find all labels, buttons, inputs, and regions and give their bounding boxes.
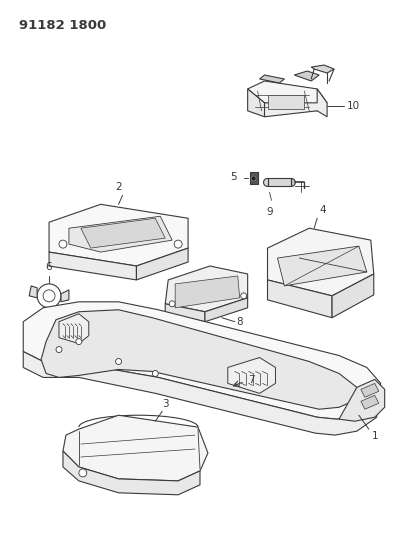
- Polygon shape: [332, 274, 374, 318]
- Polygon shape: [205, 298, 248, 322]
- Ellipse shape: [287, 179, 295, 187]
- Circle shape: [79, 469, 87, 477]
- Polygon shape: [268, 228, 374, 296]
- Polygon shape: [59, 314, 89, 344]
- Circle shape: [169, 301, 175, 307]
- Polygon shape: [41, 310, 357, 409]
- Text: 5: 5: [230, 173, 237, 182]
- Circle shape: [43, 290, 55, 302]
- Polygon shape: [81, 218, 165, 248]
- Polygon shape: [268, 280, 332, 318]
- Circle shape: [56, 346, 62, 352]
- Polygon shape: [339, 379, 385, 421]
- Text: 8: 8: [237, 317, 243, 327]
- Circle shape: [251, 176, 256, 181]
- Text: 10: 10: [347, 101, 360, 111]
- Circle shape: [76, 338, 82, 345]
- Polygon shape: [165, 266, 248, 312]
- Text: 7: 7: [248, 375, 254, 385]
- Polygon shape: [175, 276, 240, 308]
- Circle shape: [116, 359, 121, 365]
- Polygon shape: [137, 248, 188, 280]
- Polygon shape: [278, 246, 367, 286]
- Text: 9: 9: [266, 207, 273, 217]
- Circle shape: [174, 240, 182, 248]
- Text: 91182 1800: 91182 1800: [19, 19, 106, 33]
- Polygon shape: [264, 89, 327, 117]
- Polygon shape: [49, 252, 137, 280]
- Polygon shape: [23, 302, 381, 419]
- Ellipse shape: [264, 179, 272, 187]
- Polygon shape: [361, 383, 379, 397]
- Polygon shape: [361, 395, 379, 409]
- Text: 6: 6: [46, 262, 52, 272]
- Polygon shape: [29, 286, 37, 298]
- Circle shape: [241, 293, 247, 299]
- Polygon shape: [165, 304, 205, 322]
- Polygon shape: [228, 358, 276, 393]
- Polygon shape: [248, 89, 264, 117]
- Circle shape: [59, 240, 67, 248]
- Polygon shape: [248, 81, 327, 111]
- Polygon shape: [268, 95, 304, 109]
- Polygon shape: [23, 352, 377, 435]
- Circle shape: [37, 284, 61, 308]
- Polygon shape: [294, 71, 319, 81]
- Polygon shape: [63, 451, 200, 495]
- Polygon shape: [268, 179, 291, 187]
- Text: 2: 2: [115, 182, 122, 192]
- Polygon shape: [311, 65, 334, 73]
- Circle shape: [152, 370, 158, 376]
- Polygon shape: [49, 204, 188, 266]
- Polygon shape: [260, 75, 284, 83]
- Polygon shape: [63, 415, 208, 481]
- Polygon shape: [69, 216, 172, 252]
- Polygon shape: [61, 290, 69, 302]
- Text: 1: 1: [372, 431, 378, 441]
- Polygon shape: [250, 173, 258, 184]
- Text: 4: 4: [319, 205, 326, 215]
- Text: 3: 3: [162, 399, 169, 409]
